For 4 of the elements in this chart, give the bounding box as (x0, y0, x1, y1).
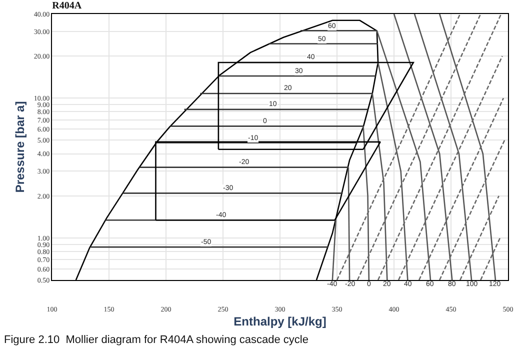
x-axis-title: Enthalpy [kJ/kg] (234, 314, 326, 328)
caption: Figure 2.10 Mollier diagram for R404A showing cascade cycle (4, 334, 308, 346)
y-axis-title: Pressure [bar a] (13, 101, 28, 193)
chart-title: R404A (52, 0, 82, 12)
